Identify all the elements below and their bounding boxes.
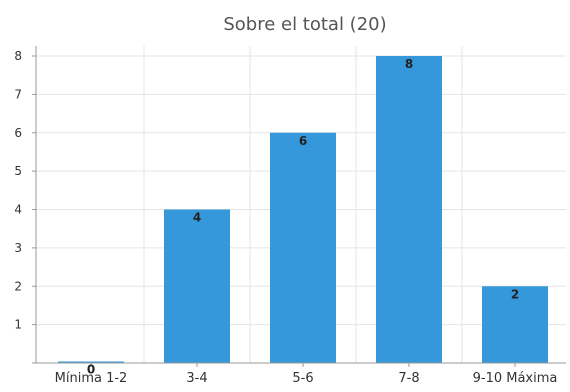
bar (376, 56, 442, 363)
bar-value-label: 0 (87, 363, 95, 377)
chart-title: Sobre el total (20) (223, 14, 386, 35)
y-tick-label: 6 (14, 126, 22, 140)
bar-value-label: 6 (299, 134, 307, 148)
y-tick-label: 7 (14, 87, 22, 101)
x-category-label: 9-10 Máxima (473, 371, 558, 386)
bar-value-label: 2 (511, 287, 519, 301)
bar (270, 132, 336, 363)
bar (58, 361, 124, 363)
y-tick-label: 5 (14, 164, 22, 178)
bar (164, 209, 230, 363)
axes (32, 46, 566, 367)
bars (58, 56, 548, 363)
y-tick-label: 8 (14, 49, 22, 63)
x-category-label: Mínima 1-2 (55, 371, 128, 386)
bar (482, 286, 548, 363)
x-category-label: 3-4 (186, 371, 207, 386)
x-category-label: 7-8 (398, 371, 419, 386)
y-tick-label: 4 (14, 203, 22, 217)
y-tick-label: 3 (14, 241, 22, 255)
x-category-label: 5-6 (292, 371, 313, 386)
bar-value-label: 4 (193, 211, 201, 225)
y-tick-label: 1 (14, 318, 22, 332)
bar-value-label: 8 (405, 57, 413, 71)
y-tick-label: 2 (14, 279, 22, 293)
